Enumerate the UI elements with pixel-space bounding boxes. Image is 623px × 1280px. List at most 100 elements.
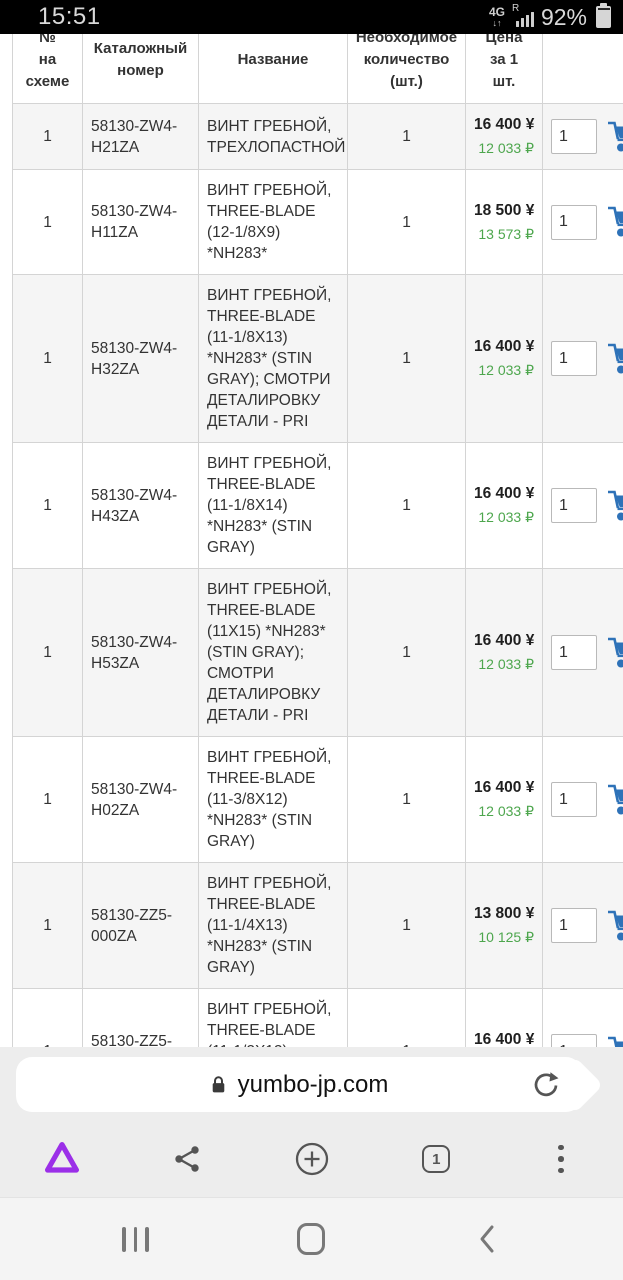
parts-table-container: № на схеме Каталожный номер Название Нео… bbox=[12, 34, 623, 1115]
new-tab-button[interactable] bbox=[284, 1131, 340, 1187]
battery-icon bbox=[596, 3, 611, 28]
price-yen: 16 400 ¥ bbox=[474, 338, 535, 355]
cell-price: 13 800 ¥ 10 125 ₽ bbox=[465, 862, 543, 989]
cell-part-name: ВИНТ ГРЕБНОЙ, THREE-BLADE (12-1/8X9) *NH… bbox=[198, 169, 348, 275]
header-catalog-number: Каталожный номер bbox=[82, 34, 199, 104]
table-row: 1 58130-ZW4-H43ZA ВИНТ ГРЕБНОЙ, THREE-BL… bbox=[12, 442, 623, 569]
kebab-menu-icon bbox=[558, 1144, 564, 1174]
cell-buy bbox=[542, 103, 623, 170]
clock: 15:51 bbox=[38, 3, 101, 30]
add-to-cart-button[interactable] bbox=[606, 342, 623, 376]
status-bar: 15:51 4G ↓↑ R 92% bbox=[0, 0, 623, 34]
quantity-input[interactable] bbox=[551, 488, 597, 523]
back-button[interactable] bbox=[473, 1224, 501, 1254]
cell-part-name: ВИНТ ГРЕБНОЙ, THREE-BLADE (11-3/8X12) *N… bbox=[198, 736, 348, 863]
cell-catalog-number: 58130-ZZ5-000ZA bbox=[82, 862, 199, 989]
share-button[interactable] bbox=[159, 1131, 215, 1187]
price-yen: 13 800 ¥ bbox=[474, 905, 535, 922]
add-to-cart-button[interactable] bbox=[606, 489, 623, 523]
yandex-home-button[interactable] bbox=[34, 1131, 90, 1187]
cell-price: 16 400 ¥ 12 033 ₽ bbox=[465, 274, 543, 443]
mobile-network-icon: 4G ↓↑ bbox=[488, 5, 505, 28]
table-header-row: № на схеме Каталожный номер Название Нео… bbox=[12, 34, 623, 104]
add-to-cart-button[interactable] bbox=[606, 783, 623, 817]
table-row: 1 58130-ZW4-H53ZA ВИНТ ГРЕБНОЙ, THREE-BL… bbox=[12, 568, 623, 737]
menu-button[interactable] bbox=[533, 1131, 589, 1187]
quantity-input[interactable] bbox=[551, 119, 597, 154]
tabs-button[interactable]: 1 bbox=[408, 1131, 464, 1187]
data-arrows-icon: ↓↑ bbox=[492, 18, 502, 28]
cell-quantity: 1 bbox=[347, 169, 466, 275]
price-yen: 16 400 ¥ bbox=[474, 779, 535, 796]
cell-part-name: ВИНТ ГРЕБНОЙ, ТРЕХЛОПАСТНОЙ bbox=[198, 103, 348, 170]
quantity-input[interactable] bbox=[551, 782, 597, 817]
table-row: 1 58130-ZW4-H21ZA ВИНТ ГРЕБНОЙ, ТРЕХЛОПА… bbox=[12, 103, 623, 170]
plus-circle-icon bbox=[295, 1142, 328, 1176]
cell-quantity: 1 bbox=[347, 736, 466, 863]
price-yen: 16 400 ¥ bbox=[474, 1031, 535, 1048]
status-icons: 4G ↓↑ R 92% bbox=[488, 3, 611, 31]
cell-catalog-number: 58130-ZW4-H43ZA bbox=[82, 442, 199, 569]
address-bar[interactable]: yumbo-jp.com bbox=[16, 1057, 582, 1112]
home-button[interactable] bbox=[296, 1223, 325, 1255]
cell-part-name: ВИНТ ГРЕБНОЙ, THREE-BLADE (11-1/8X13) *N… bbox=[198, 274, 348, 443]
quantity-input[interactable] bbox=[551, 341, 597, 376]
price-rub: 12 033 ₽ bbox=[478, 803, 534, 819]
cell-buy bbox=[542, 274, 623, 443]
quantity-input[interactable] bbox=[551, 204, 597, 240]
cell-schema-number: 1 bbox=[12, 442, 83, 569]
price-rub: 10 125 ₽ bbox=[478, 929, 534, 945]
recent-apps-button[interactable] bbox=[122, 1226, 149, 1252]
battery-percentage: 92% bbox=[540, 3, 587, 30]
cell-schema-number: 1 bbox=[12, 862, 83, 989]
yandex-logo-icon bbox=[44, 1141, 80, 1173]
add-to-cart-button[interactable] bbox=[606, 120, 623, 154]
android-nav-bar bbox=[0, 1197, 623, 1280]
cell-quantity: 1 bbox=[347, 568, 466, 737]
cell-catalog-number: 58130-ZW4-H11ZA bbox=[82, 169, 199, 275]
cell-quantity: 1 bbox=[347, 274, 466, 443]
header-schema-number: № на схеме bbox=[12, 34, 83, 104]
cell-catalog-number: 58130-ZW4-H32ZA bbox=[82, 274, 199, 443]
cell-quantity: 1 bbox=[347, 103, 466, 170]
cell-price: 18 500 ¥ 13 573 ₽ bbox=[465, 169, 543, 275]
cell-buy bbox=[542, 169, 623, 275]
price-rub: 12 033 ₽ bbox=[478, 509, 534, 525]
price-rub: 12 033 ₽ bbox=[478, 362, 534, 378]
quantity-input[interactable] bbox=[551, 635, 597, 670]
cell-price: 16 400 ¥ 12 033 ₽ bbox=[465, 442, 543, 569]
cell-schema-number: 1 bbox=[12, 736, 83, 863]
cell-catalog-number: 58130-ZW4-H21ZA bbox=[82, 103, 199, 170]
cell-part-name: ВИНТ ГРЕБНОЙ, THREE-BLADE (11-1/8X14) *N… bbox=[198, 442, 348, 569]
cell-schema-number: 1 bbox=[12, 568, 83, 737]
add-to-cart-button[interactable] bbox=[606, 636, 623, 670]
refresh-button[interactable] bbox=[532, 1071, 560, 1099]
quantity-input[interactable] bbox=[551, 908, 597, 943]
cell-buy bbox=[542, 568, 623, 737]
browser-toolbar: 1 bbox=[0, 1119, 623, 1199]
price-rub: 12 033 ₽ bbox=[478, 656, 534, 672]
header-quantity: Необходимое количество (шт.) bbox=[347, 34, 466, 104]
add-to-cart-button[interactable] bbox=[606, 909, 623, 943]
cell-schema-number: 1 bbox=[12, 169, 83, 275]
cell-buy bbox=[542, 862, 623, 989]
table-row: 1 58130-ZZ5-000ZA ВИНТ ГРЕБНОЙ, THREE-BL… bbox=[12, 862, 623, 989]
browser-chrome: yumbo-jp.com bbox=[0, 1047, 623, 1280]
cell-quantity: 1 bbox=[347, 442, 466, 569]
header-name: Название bbox=[198, 34, 348, 104]
cell-buy bbox=[542, 736, 623, 863]
cell-price: 16 400 ¥ 12 033 ₽ bbox=[465, 568, 543, 737]
price-yen: 16 400 ¥ bbox=[474, 485, 535, 502]
price-rub: 12 033 ₽ bbox=[478, 140, 534, 156]
lock-icon bbox=[212, 1075, 224, 1092]
cell-price: 16 400 ¥ 12 033 ₽ bbox=[465, 736, 543, 863]
price-rub: 13 573 ₽ bbox=[478, 225, 534, 242]
cell-buy bbox=[542, 442, 623, 569]
add-to-cart-button[interactable] bbox=[606, 205, 623, 239]
cell-part-name: ВИНТ ГРЕБНОЙ, THREE-BLADE (11X15) *NH283… bbox=[198, 568, 348, 737]
roaming-indicator: R bbox=[511, 3, 520, 14]
cell-catalog-number: 58130-ZW4-H53ZA bbox=[82, 568, 199, 737]
share-icon bbox=[175, 1146, 199, 1172]
price-yen: 16 400 ¥ bbox=[474, 632, 535, 649]
